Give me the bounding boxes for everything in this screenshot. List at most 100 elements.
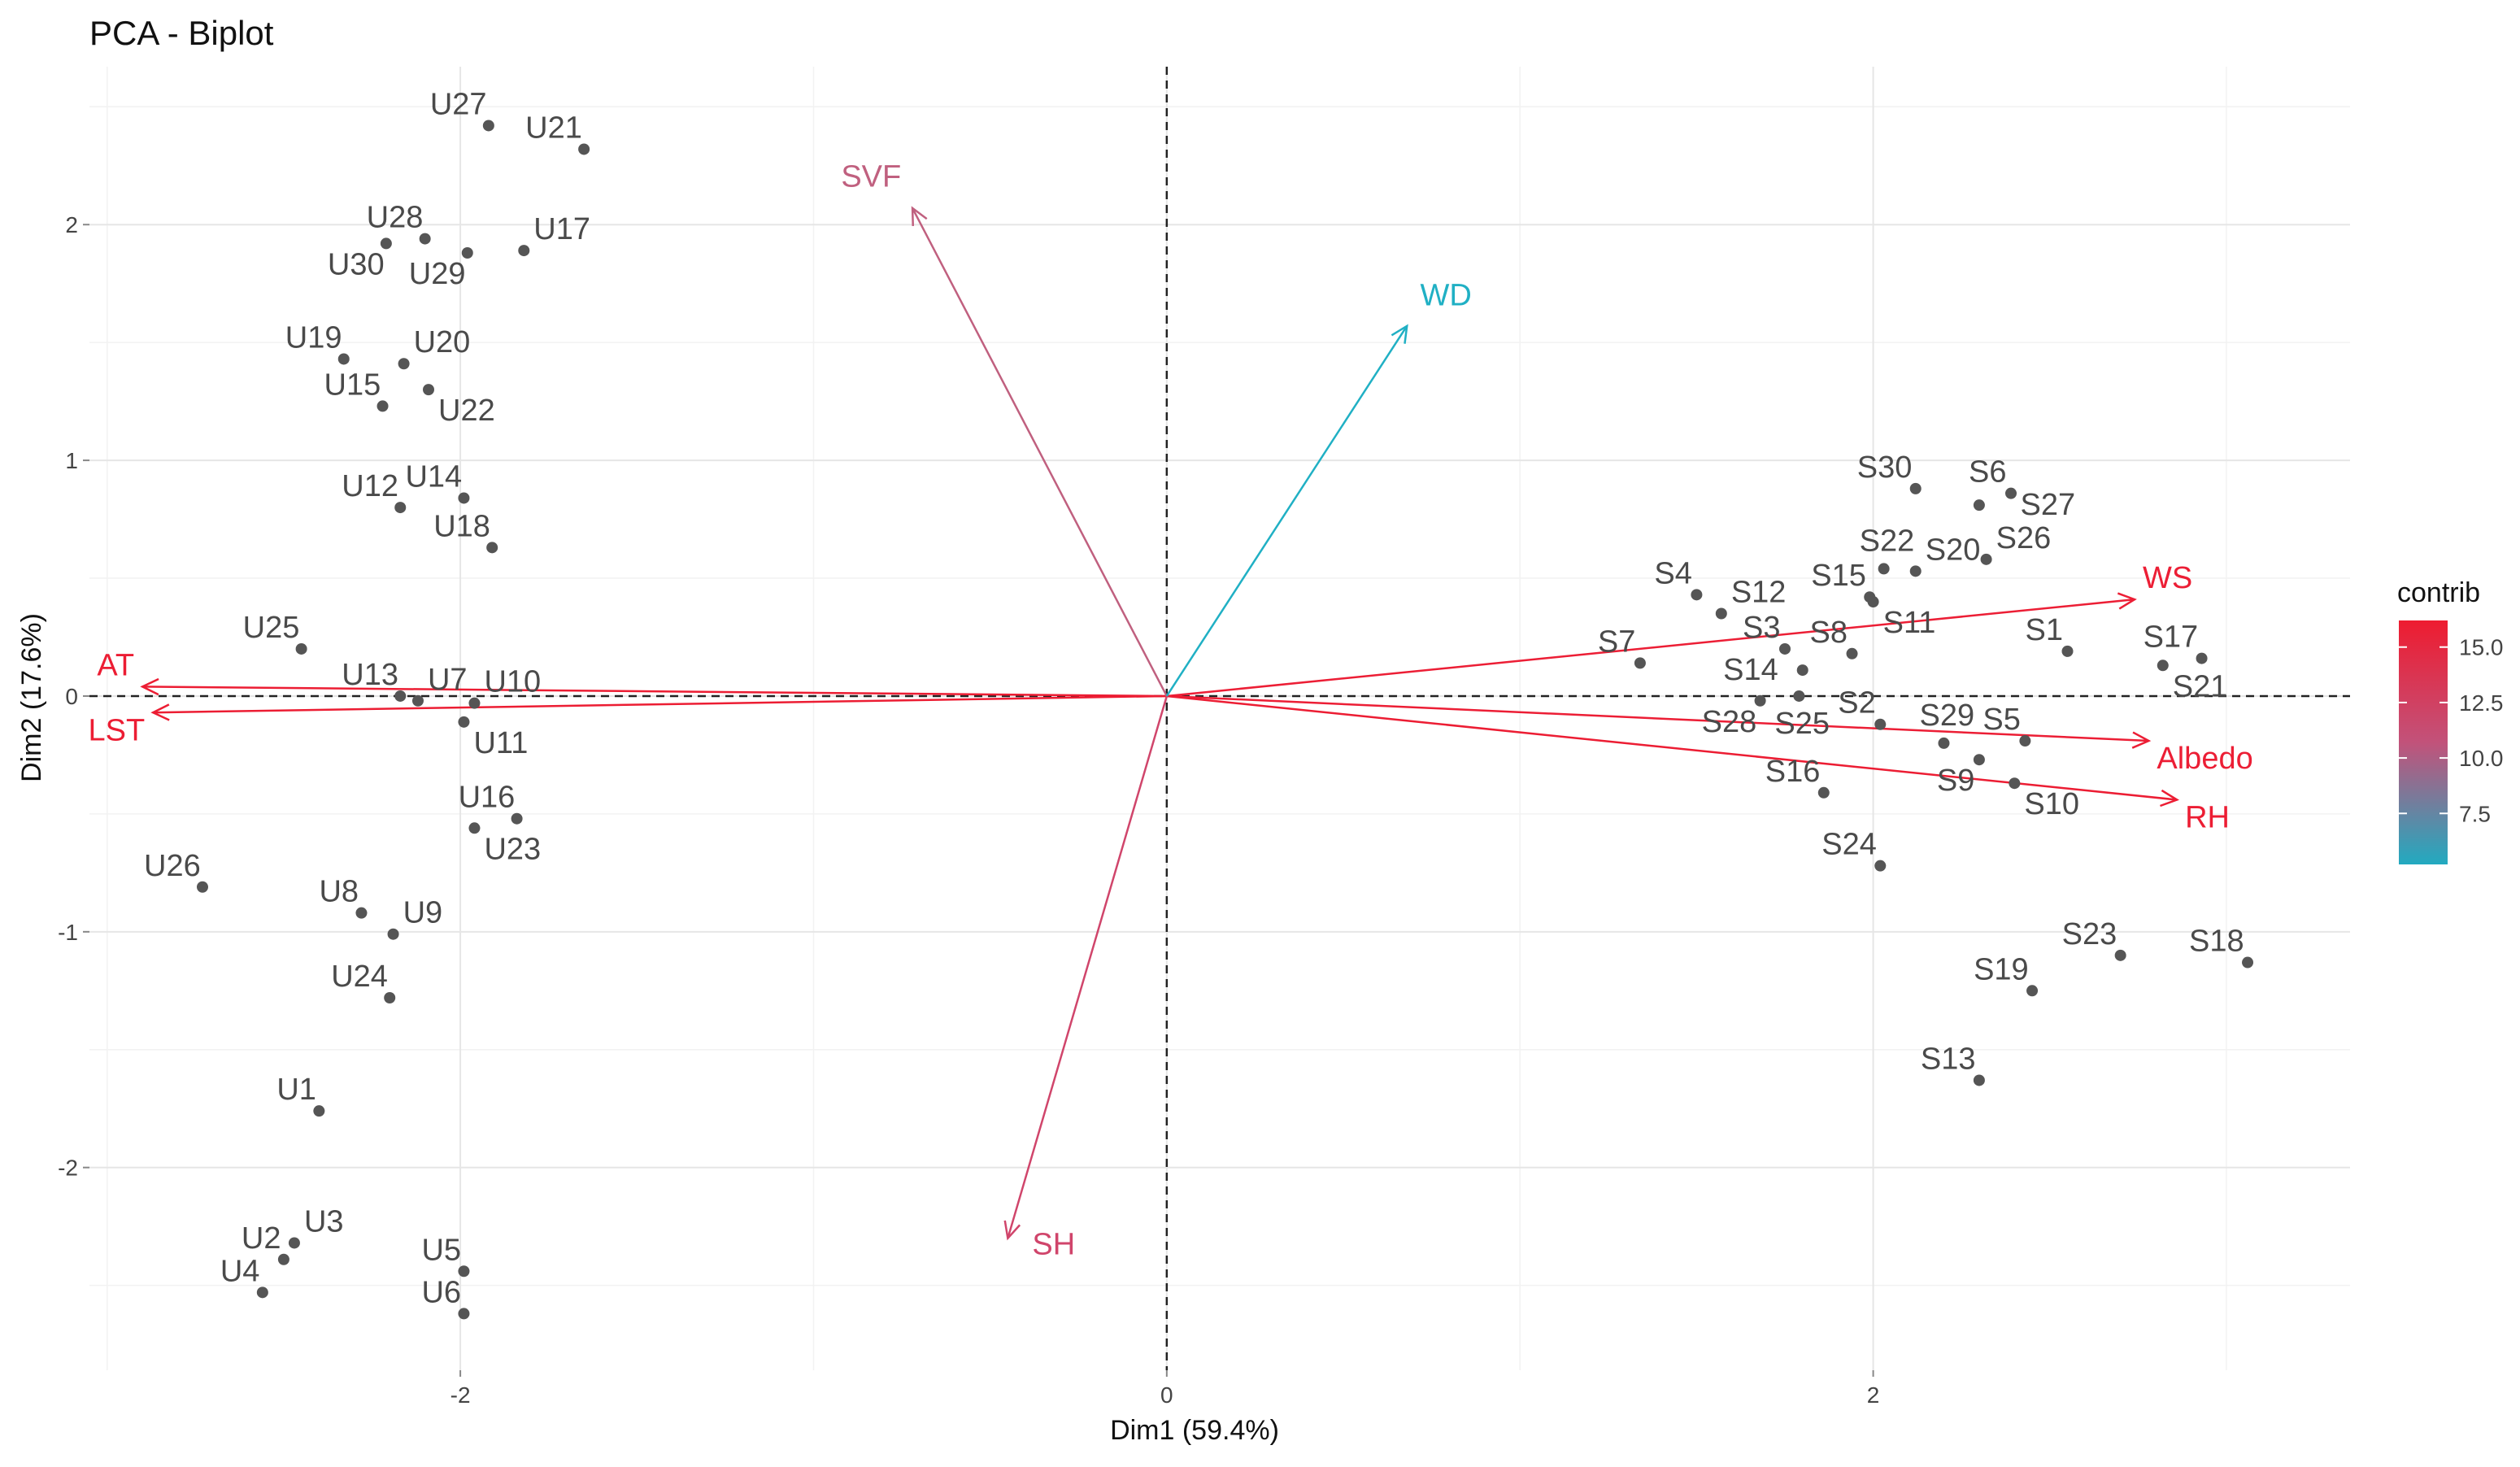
point-label-U10: U10 xyxy=(484,665,541,699)
point-label-U4: U4 xyxy=(220,1254,260,1288)
point-U16 xyxy=(511,812,523,825)
point-label-U13: U13 xyxy=(342,658,398,692)
arrow-SVF xyxy=(911,207,1168,697)
arrowhead-AT xyxy=(140,677,159,696)
point-label-S28: S28 xyxy=(1702,705,1757,739)
arrowhead-SVF xyxy=(911,206,928,226)
point-label-U25: U25 xyxy=(243,611,300,645)
point-S21 xyxy=(2157,659,2169,672)
arrow-WD xyxy=(1165,325,1408,697)
legend-ticks: 7.5 10.0 12.5 15.0 xyxy=(2399,635,2504,826)
point-label-U8: U8 xyxy=(319,875,359,909)
point-label-U16: U16 xyxy=(459,781,516,815)
point-S25 xyxy=(1793,690,1805,702)
point-label-U27: U27 xyxy=(430,87,487,121)
point-label-U1: U1 xyxy=(276,1073,316,1107)
point-U24 xyxy=(384,992,396,1003)
point-label-S13: S13 xyxy=(1921,1042,1976,1076)
point-label-S30: S30 xyxy=(1857,451,1913,485)
point-label-S7: S7 xyxy=(1598,625,1635,659)
point-label-U28: U28 xyxy=(367,201,424,235)
point-label-U12: U12 xyxy=(342,469,398,503)
point-U12 xyxy=(394,502,407,514)
point-label-S26: S26 xyxy=(1996,521,2052,555)
individual-points xyxy=(197,120,2254,1320)
point-U27 xyxy=(482,120,494,132)
arrow-label-SVF: SVF xyxy=(841,159,901,194)
arrow-SH xyxy=(1007,695,1169,1239)
legend-tick-label: 15.0 xyxy=(2459,635,2504,660)
point-S20 xyxy=(1909,565,1922,577)
point-label-U20: U20 xyxy=(414,325,471,359)
point-U7 xyxy=(411,694,424,707)
point-label-U18: U18 xyxy=(433,509,490,543)
arrow-label-Albedo: Albedo xyxy=(2157,742,2252,776)
point-label-S14: S14 xyxy=(1723,653,1778,687)
point-label-U30: U30 xyxy=(328,247,385,281)
point-U4 xyxy=(256,1286,268,1299)
point-label-S17: S17 xyxy=(2144,620,2199,655)
point-S30 xyxy=(1909,482,1922,494)
point-label-U5: U5 xyxy=(421,1233,461,1267)
y-tick-label: -2 xyxy=(58,1156,78,1181)
point-S24 xyxy=(1874,860,1887,872)
arrowhead-LST xyxy=(150,703,170,721)
point-label-U7: U7 xyxy=(428,663,468,697)
arrowhead-WS xyxy=(2117,592,2137,610)
point-U23 xyxy=(468,822,481,834)
point-label-S9: S9 xyxy=(1937,764,1974,798)
point-label-U3: U3 xyxy=(304,1204,344,1238)
point-U14 xyxy=(458,492,470,504)
y-axis-label: Dim2 (17.6%) xyxy=(16,613,47,782)
point-label-U22: U22 xyxy=(438,394,495,428)
legend-title: contrib xyxy=(2397,577,2480,608)
point-S5 xyxy=(2019,735,2031,747)
arrow-label-WD: WD xyxy=(1421,279,1472,313)
point-label-U21: U21 xyxy=(525,111,582,145)
legend-tick-label: 10.0 xyxy=(2459,746,2504,771)
point-U21 xyxy=(578,143,590,155)
arrow-label-WS: WS xyxy=(2143,561,2192,595)
arrow-Albedo xyxy=(1166,694,2149,742)
point-U20 xyxy=(398,358,410,370)
arrow-label-SH: SH xyxy=(1032,1228,1075,1262)
point-label-U17: U17 xyxy=(533,212,590,246)
point-S14 xyxy=(1796,664,1808,677)
point-label-S5: S5 xyxy=(1982,703,2020,737)
point-S12 xyxy=(1715,607,1727,620)
zero-reference-lines xyxy=(89,67,2350,1370)
grid-lines xyxy=(89,67,2350,1370)
point-U17 xyxy=(518,245,530,257)
arrowhead-SH xyxy=(1003,1220,1021,1241)
point-S13 xyxy=(1973,1074,1985,1086)
point-U1 xyxy=(313,1105,325,1117)
point-U2 xyxy=(277,1253,289,1265)
arrowhead-Albedo xyxy=(2131,731,2152,749)
x-tick-label: 0 xyxy=(1160,1382,1173,1408)
arrowhead-RH xyxy=(2160,789,2180,808)
arrow-label-AT: AT xyxy=(97,648,134,682)
point-S27 xyxy=(1973,499,1985,511)
arrow-AT xyxy=(142,686,1167,698)
point-label-S3: S3 xyxy=(1743,611,1780,645)
point-label-U15: U15 xyxy=(324,368,381,402)
point-S17 xyxy=(2196,652,2208,664)
point-label-S21: S21 xyxy=(2173,669,2228,703)
arrowhead-WD xyxy=(1391,324,1408,344)
point-S26 xyxy=(1980,553,1992,565)
point-label-U11: U11 xyxy=(473,726,528,760)
legend-tick-label: 7.5 xyxy=(2459,801,2491,826)
point-U5 xyxy=(458,1265,470,1278)
point-label-S4: S4 xyxy=(1654,556,1691,590)
legend-tick-label: 12.5 xyxy=(2459,690,2504,716)
point-S18 xyxy=(2242,956,2254,969)
point-U6 xyxy=(458,1308,470,1320)
point-S1 xyxy=(2061,645,2074,657)
point-S6 xyxy=(2005,487,2017,499)
point-label-S25: S25 xyxy=(1774,707,1830,741)
point-label-S2: S2 xyxy=(1838,686,1875,720)
point-label-U24: U24 xyxy=(331,960,388,994)
point-S9 xyxy=(1973,754,1985,766)
point-label-U23: U23 xyxy=(484,832,541,866)
